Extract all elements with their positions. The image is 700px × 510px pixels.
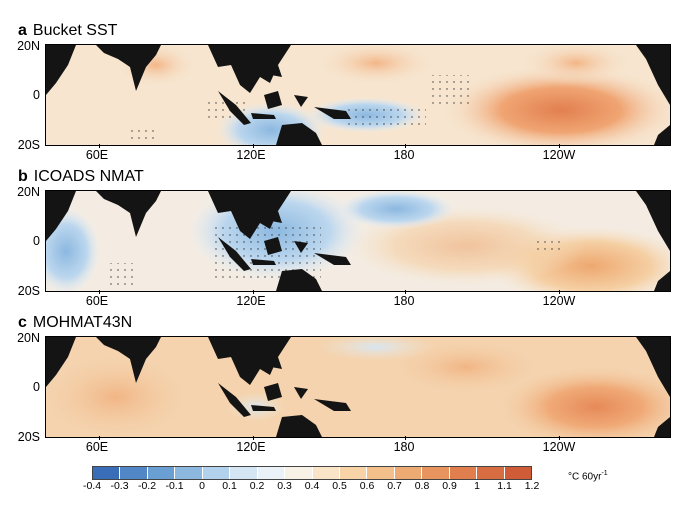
colorbar-tick-label: -0.4: [82, 480, 102, 492]
colorbar-swatch: [202, 467, 231, 479]
panel-c-name: MOHMAT43N: [32, 314, 133, 331]
colorbar-swatch: [147, 467, 176, 479]
colorbar-swatch: [394, 467, 423, 479]
panel-a-letter: a: [18, 22, 27, 39]
colorbar: [92, 466, 532, 480]
panel-c: c MOHMAT43N 20N 0 20S: [0, 314, 700, 459]
units-exponent: -1: [601, 470, 608, 477]
colorbar-labels: -0.4 -0.3 -0.2 -0.1 0 0.1 0.2 0.3 0.4 0.5 0.6 0.7 0.…: [83, 480, 539, 494]
colorbar-tick-label: 0.9: [442, 480, 457, 492]
colorbar-units: °C 60yr-1: [568, 470, 608, 482]
colorbar-swatch: [422, 467, 450, 479]
lat-label-20n: 20N: [17, 39, 40, 53]
lon-label-180: 180: [393, 294, 415, 308]
colorbar-swatch: [312, 467, 340, 479]
colorbar-tick-label: 1.1: [497, 480, 512, 492]
colorbar-swatch: [367, 467, 395, 479]
colorbar-tick-label: 0.1: [222, 480, 237, 492]
lat-label-20n: 20N: [17, 331, 40, 345]
colorbar-tick-label: 0.5: [332, 480, 347, 492]
lat-label-20s: 20S: [17, 138, 40, 152]
colorbar-tick-label: -0.3: [110, 480, 129, 492]
lon-label-180: 180: [393, 440, 415, 454]
lon-label-60e: 60E: [85, 440, 109, 454]
colorbar-swatch: [339, 467, 368, 479]
colorbar-swatch: [175, 467, 203, 479]
lat-label-0: 0: [33, 88, 40, 102]
units-text: °C 60yr: [568, 471, 602, 483]
lon-label-120e: 120E: [236, 294, 266, 308]
panel-a: a Bucket SST 20N 0 20S: [0, 22, 700, 167]
colorbar-swatch: [285, 467, 313, 479]
panel-c-letter: c: [18, 314, 27, 331]
colorbar-swatch: [230, 467, 258, 479]
lon-label-60e: 60E: [85, 294, 109, 308]
colorbar-tick-label: 0.2: [249, 480, 265, 492]
colorbar-tick-label: 0.6: [359, 480, 375, 492]
colorbar-tick-label: -0.1: [165, 480, 184, 492]
colorbar-tick-label: 0.7: [387, 480, 402, 492]
colorbar-tick-label: 0: [199, 480, 205, 492]
panel-a-name: Bucket SST: [32, 22, 118, 39]
map-a: [45, 44, 671, 146]
lat-label-20n: 20N: [17, 185, 40, 199]
colorbar-swatch: [504, 467, 531, 479]
colorbar-swatch: [477, 467, 505, 479]
lat-label-0: 0: [33, 380, 40, 394]
colorbar-swatch: [120, 467, 148, 479]
lon-label-180: 180: [393, 148, 415, 162]
colorbar-swatch: [93, 467, 121, 479]
panel-b-name: ICOADS NMAT: [33, 168, 144, 185]
lon-label-60e: 60E: [85, 148, 109, 162]
lon-label-120w: 120W: [542, 294, 576, 308]
lon-label-120w: 120W: [542, 148, 576, 162]
map-b: [45, 190, 671, 292]
colorbar-swatch: [449, 467, 478, 479]
panel-b-letter: b: [18, 168, 28, 185]
colorbar-tick-label: 0.4: [304, 480, 320, 492]
lat-label-0: 0: [33, 234, 40, 248]
colorbar-swatch: [257, 467, 286, 479]
lat-label-20s: 20S: [17, 284, 40, 298]
panel-b-title: b ICOADS NMAT: [18, 168, 144, 186]
map-c: [45, 336, 671, 438]
panel-c-title: c MOHMAT43N: [18, 314, 132, 332]
panel-b: b ICOADS NMAT 20N 0 20S: [0, 168, 700, 313]
colorbar-tick-label: 1: [474, 480, 480, 492]
colorbar-tick-label: 0.8: [414, 480, 430, 492]
lat-label-20s: 20S: [17, 430, 40, 444]
panel-a-title: a Bucket SST: [18, 22, 117, 40]
colorbar-tick-label: 0.3: [277, 480, 292, 492]
colorbar-tick-label: -0.2: [137, 480, 157, 492]
colorbar-tick-label: 1.2: [524, 480, 540, 492]
lon-label-120e: 120E: [236, 440, 266, 454]
lon-label-120w: 120W: [542, 440, 576, 454]
lon-label-120e: 120E: [236, 148, 266, 162]
